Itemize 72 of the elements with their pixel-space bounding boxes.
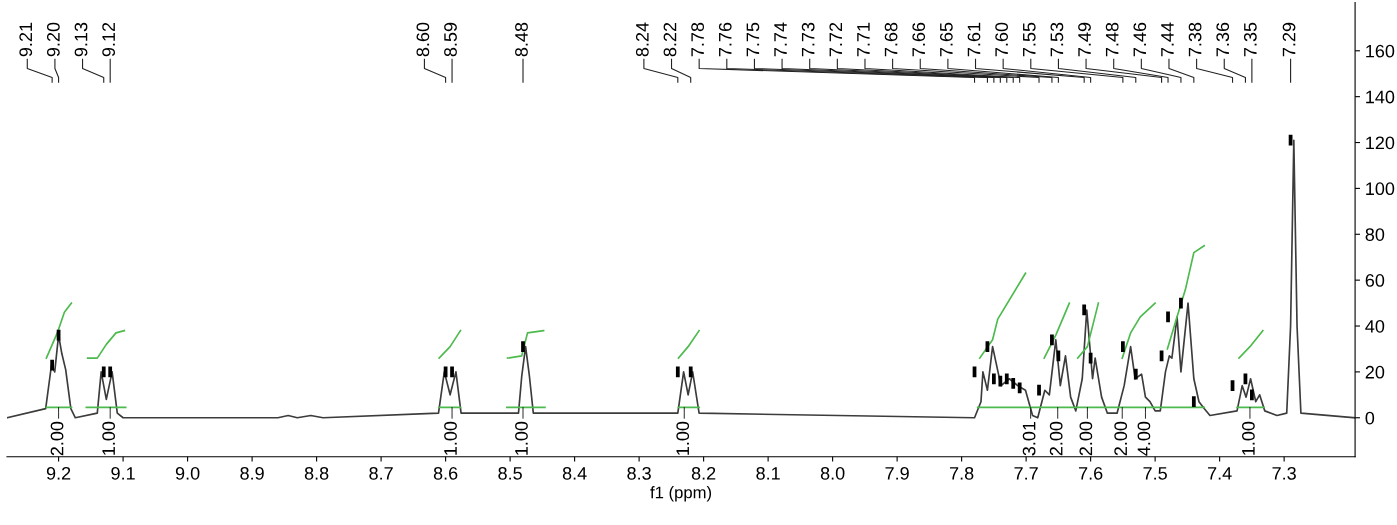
annotation: 7.68 bbox=[884, 22, 898, 57]
annotation: 1.00 bbox=[1242, 421, 1255, 455]
annotation: 1.00 bbox=[102, 421, 116, 455]
x-tick-label: 7.5 bbox=[1143, 467, 1167, 480]
annotation: 7.55 bbox=[1023, 22, 1036, 57]
annotation: 9.20 bbox=[46, 22, 60, 57]
x-tick-label: 8.7 bbox=[369, 466, 393, 480]
x-tick-label: 8.3 bbox=[627, 466, 651, 480]
y-tick-label: 40 bbox=[1365, 319, 1385, 333]
y-tick-label: 120 bbox=[1366, 136, 1395, 150]
annotation: 7.53 bbox=[1050, 22, 1064, 57]
annotation: 7.72 bbox=[829, 22, 843, 57]
annotation: 7.61 bbox=[967, 22, 981, 57]
x-tick-label: 7.9 bbox=[885, 466, 909, 480]
annotation: 7.78 bbox=[691, 22, 705, 57]
annotation: 4.00 bbox=[1137, 421, 1151, 456]
x-tick-label: 9.0 bbox=[175, 466, 200, 480]
x-tick-label: 7.3 bbox=[1272, 466, 1296, 480]
annotation: 8.60 bbox=[416, 22, 430, 57]
x-tick-label: 8.4 bbox=[562, 466, 587, 480]
annotation: 2.00 bbox=[1049, 421, 1063, 456]
y-tick-label: 100 bbox=[1366, 182, 1395, 196]
annotation: 7.76 bbox=[718, 22, 732, 57]
annotation: 7.49 bbox=[1078, 22, 1091, 57]
x-tick-label: 9.2 bbox=[46, 466, 71, 480]
annotation: 7.29 bbox=[1282, 22, 1296, 57]
annotation: 1.00 bbox=[444, 421, 457, 455]
y-tick-label: 60 bbox=[1365, 274, 1385, 287]
annotation: 7.60 bbox=[995, 22, 1009, 57]
annotation: 9.21 bbox=[19, 22, 33, 57]
annotation: 8.59 bbox=[444, 22, 457, 57]
annotation: 7.36 bbox=[1216, 22, 1230, 57]
x-tick-label: 8.6 bbox=[433, 466, 458, 480]
y-tick-label: 0 bbox=[1365, 411, 1375, 425]
x-axis-title: f1 (ppm) bbox=[650, 486, 712, 502]
annotation: 7.74 bbox=[774, 22, 787, 57]
x-tick-label: 9.1 bbox=[111, 466, 135, 480]
x-tick-label: 7.7 bbox=[1014, 467, 1038, 480]
annotation: 7.44 bbox=[1161, 22, 1174, 57]
annotation: 7.65 bbox=[939, 22, 953, 57]
y-tick-label: 80 bbox=[1365, 228, 1385, 241]
annotation: 8.22 bbox=[663, 22, 677, 57]
annotation: 7.35 bbox=[1243, 22, 1257, 57]
annotation: 2.00 bbox=[50, 421, 64, 456]
x-tick-label: 7.8 bbox=[950, 466, 974, 480]
x-tick-label: 8.8 bbox=[304, 466, 329, 480]
y-tick-label: 140 bbox=[1366, 90, 1395, 104]
x-tick-label: 8.0 bbox=[820, 466, 845, 480]
annotation: 7.75 bbox=[746, 22, 760, 57]
annotation: 7.66 bbox=[912, 22, 926, 57]
annotation: 9.12 bbox=[102, 22, 116, 57]
annotation: 3.01 bbox=[1022, 421, 1036, 456]
annotation: 7.48 bbox=[1105, 22, 1119, 57]
annotation: 7.71 bbox=[857, 22, 870, 57]
x-tick-label: 8.9 bbox=[240, 466, 264, 480]
x-tick-label: 7.4 bbox=[1208, 467, 1232, 480]
annotation: 8.24 bbox=[635, 22, 649, 57]
annotation: 9.13 bbox=[74, 22, 88, 57]
annotation: 2.00 bbox=[1079, 421, 1093, 456]
annotation: 7.38 bbox=[1188, 22, 1202, 57]
annotation: 7.46 bbox=[1133, 22, 1147, 57]
annotation: 2.00 bbox=[1114, 421, 1128, 456]
x-tick-label: 7.6 bbox=[1079, 466, 1103, 480]
x-tick-label: 8.1 bbox=[756, 466, 780, 480]
annotation: 7.73 bbox=[801, 22, 815, 57]
y-tick-label: 20 bbox=[1365, 365, 1385, 379]
y-tick-label: 160 bbox=[1366, 44, 1395, 58]
x-tick-label: 8.2 bbox=[691, 466, 716, 480]
annotation: 1.00 bbox=[515, 421, 528, 455]
x-tick-label: 8.5 bbox=[498, 466, 522, 480]
annotation: 8.48 bbox=[515, 22, 528, 57]
annotation: 1.00 bbox=[676, 421, 690, 455]
